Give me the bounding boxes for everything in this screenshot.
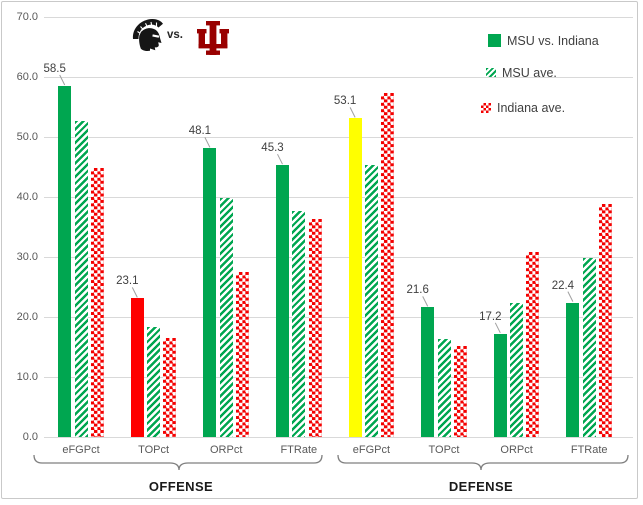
bar-data-label: 17.2 <box>479 310 502 323</box>
bar-msu-ave--defense-efgpct <box>364 165 378 437</box>
bar-msu-vs-indiana-defense-orpct <box>493 333 507 437</box>
bar-indiana-ave--defense-efgpct <box>381 92 395 437</box>
bar-indiana-ave--defense-topct <box>453 345 467 437</box>
bar-indiana-ave--offense-ftrate <box>308 218 322 437</box>
bar-data-label: 48.1 <box>188 125 212 138</box>
y-axis-tick-label: 20.0 <box>16 311 38 323</box>
section-label-offense: OFFENSE <box>148 479 214 494</box>
bar-msu-ave--defense-ftrate <box>582 258 596 437</box>
msu-spartan-logo-icon <box>132 18 163 52</box>
bar-indiana-ave--offense-orpct <box>236 272 249 437</box>
x-axis-category-label: TOPct <box>428 444 460 456</box>
legend-item-indiana-ave: Indiana ave. <box>481 100 565 115</box>
bar-data-label: 22.4 <box>551 279 575 292</box>
gridline <box>44 196 633 198</box>
legend-swatch-solid-green <box>488 34 501 47</box>
x-axis-category-label: TOPct <box>138 444 170 456</box>
x-axis-category-label: FTRate <box>280 444 318 456</box>
legend-label: MSU ave. <box>502 65 557 80</box>
gridline <box>44 376 633 378</box>
legend-swatch-red-checker <box>481 102 491 113</box>
bar-msu-ave--offense-ftrate <box>292 210 306 437</box>
y-axis-tick-label: 60.0 <box>16 71 38 83</box>
bar-msu-vs-indiana-offense-efgpct <box>58 86 72 437</box>
bar-indiana-ave--defense-ftrate <box>599 204 612 437</box>
y-axis-tick-label: 40.0 <box>16 191 38 203</box>
gridline <box>44 316 633 318</box>
x-axis-category-label: eFGPct <box>352 444 391 456</box>
bar-data-label: 53.1 <box>333 95 357 108</box>
gridline <box>44 136 633 138</box>
indiana-iu-logo-icon <box>197 21 229 55</box>
bar-data-label: 21.6 <box>406 284 429 297</box>
bar-msu-ave--defense-topct <box>437 338 451 437</box>
legend-label: Indiana ave. <box>497 100 566 115</box>
bar-indiana-ave--offense-efgpct <box>90 168 104 437</box>
y-axis-tick-label: 10.0 <box>16 371 38 383</box>
bar-msu-vs-indiana-defense-ftrate <box>566 302 580 437</box>
x-axis-category-label: ORPct <box>209 444 243 456</box>
y-axis-tick-label: 0.0 <box>22 431 38 443</box>
bar-msu-ave--offense-topct <box>147 326 161 437</box>
bar-msu-vs-indiana-offense-ftrate <box>276 165 289 437</box>
bar-msu-ave--offense-orpct <box>219 198 233 437</box>
legend-swatch-green-hatch <box>486 67 496 78</box>
x-axis-category-label: eFGPct <box>62 444 100 456</box>
bar-msu-ave--defense-orpct <box>510 302 524 437</box>
bar-msu-vs-indiana-defense-topct <box>421 307 435 437</box>
gridline <box>44 76 633 78</box>
bar-data-label: 58.5 <box>43 63 66 75</box>
y-axis-tick-label: 70.0 <box>16 11 38 23</box>
x-axis-category-label: ORPct <box>500 444 533 456</box>
bar-indiana-ave--offense-topct <box>163 338 177 437</box>
bar-msu-vs-indiana-offense-topct <box>130 298 144 437</box>
legend-item-msu-vs-indiana: MSU vs. Indiana <box>488 33 599 48</box>
section-label-defense: DEFENSE <box>448 479 514 494</box>
bar-msu-vs-indiana-defense-efgpct <box>348 118 362 437</box>
bar-indiana-ave--defense-orpct <box>526 252 540 437</box>
x-axis-category-label: FTRate <box>570 444 608 456</box>
bar-data-label: 23.1 <box>116 275 139 288</box>
y-axis-tick-label: 50.0 <box>16 131 38 143</box>
bar-msu-ave--offense-efgpct <box>74 120 88 437</box>
bar-data-label: 45.3 <box>261 142 284 155</box>
bar-msu-vs-indiana-offense-orpct <box>203 148 217 437</box>
vs-label: vs. <box>167 29 183 41</box>
gridline <box>44 436 633 438</box>
y-axis-tick-label: 30.0 <box>16 251 38 263</box>
legend-label: MSU vs. Indiana <box>507 33 599 48</box>
gridline <box>44 256 633 258</box>
legend-item-msu-ave: MSU ave. <box>486 65 557 80</box>
gridline <box>44 16 633 18</box>
